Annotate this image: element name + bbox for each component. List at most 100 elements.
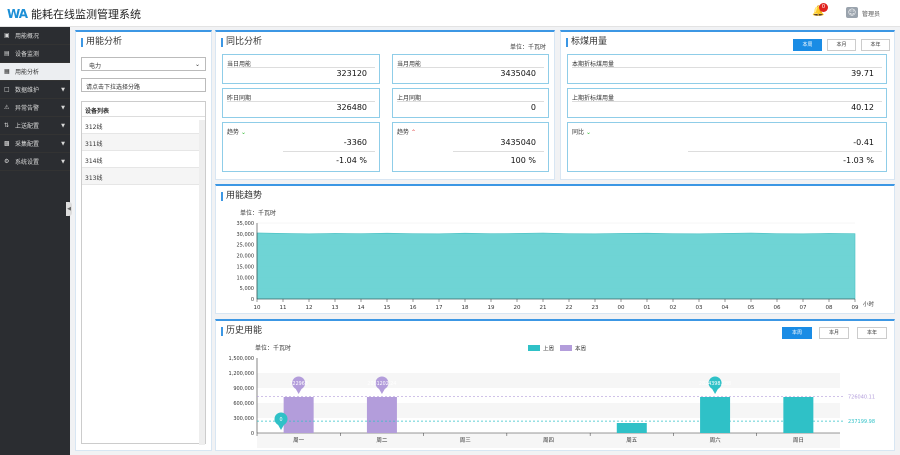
pin-marker bbox=[375, 376, 389, 390]
y-tick-label: 5,000 bbox=[240, 286, 254, 292]
bar-this-week bbox=[366, 397, 397, 433]
x-tick-label: 周二 bbox=[376, 437, 388, 444]
box-label: 当月用能 bbox=[397, 61, 422, 68]
sidebar-collapse-handle[interactable]: ◀ bbox=[66, 202, 72, 216]
sidebar-item-data-maintenance[interactable]: □ 数据维护 ▼ bbox=[0, 81, 70, 99]
sidebar-item-overview[interactable]: ▣ 用能概况 bbox=[0, 27, 70, 45]
y-tick-label: 25,000 bbox=[237, 243, 255, 249]
caret-down-icon: ▼ bbox=[61, 104, 65, 111]
list-item[interactable]: 311线 bbox=[82, 134, 205, 151]
bar-last-week bbox=[783, 397, 814, 433]
x-tick-label: 21 bbox=[540, 305, 547, 311]
box-label: 当日用能 bbox=[227, 61, 252, 68]
month-trend-box: 趋势 ⌃ 3435040 100 % bbox=[392, 122, 549, 172]
caret-down-icon: ▼ bbox=[61, 86, 65, 93]
gear-icon: ⚙ bbox=[4, 157, 10, 165]
sidebar-item-label: 系统设置 bbox=[15, 159, 40, 166]
pin-label: 0 bbox=[279, 417, 282, 423]
sidebar-item-energy-analysis[interactable]: ▦ 用能分析 bbox=[0, 63, 70, 81]
week-button[interactable]: 本周 bbox=[782, 327, 812, 339]
x-tick-label: 22 bbox=[566, 305, 573, 311]
branch-search-input[interactable]: 请点击下拉选择分路 bbox=[81, 78, 206, 92]
x-tick-label: 03 bbox=[696, 305, 703, 311]
month-button[interactable]: 本月 bbox=[819, 327, 849, 339]
sidebar-item-system-settings[interactable]: ⚙ 系统设置 ▼ bbox=[0, 153, 70, 171]
device-list-header: 设备列表 bbox=[82, 102, 205, 117]
box-label: 上期折标煤用量 bbox=[572, 95, 615, 102]
x-tick-label: 13 bbox=[332, 305, 339, 311]
app-logo: WA 能耗在线监测管理系统 bbox=[7, 6, 141, 21]
user-avatar-icon[interactable]: ☺ bbox=[846, 7, 858, 18]
legend-label: 本周 bbox=[575, 345, 586, 353]
box-label: 趋势 ⌃ bbox=[397, 127, 416, 136]
box-label: 同比 ⌄ bbox=[572, 127, 591, 136]
sidebar-item-label: 上送配置 bbox=[15, 123, 40, 130]
sidebar-item-label: 用能概况 bbox=[15, 33, 40, 40]
sidebar-item-device-monitor[interactable]: ▤ 设备监测 bbox=[0, 45, 70, 63]
year-button[interactable]: 本年 bbox=[861, 39, 890, 51]
x-tick-label: 周五 bbox=[626, 437, 638, 444]
panel-title: 标煤用量 bbox=[566, 38, 607, 47]
list-item[interactable]: 313线 bbox=[82, 168, 205, 185]
x-tick-label: 周日 bbox=[793, 437, 804, 444]
energy-type-select[interactable]: 电力 ⌄ bbox=[81, 57, 206, 71]
trend-down-icon: ⌄ bbox=[240, 129, 246, 136]
x-tick-label: 07 bbox=[800, 305, 807, 311]
caret-down-icon: ▼ bbox=[61, 122, 65, 129]
panel-title: 用能分析 bbox=[81, 38, 122, 47]
y-tick-label: 0 bbox=[251, 431, 254, 437]
box-value: 0 bbox=[530, 103, 536, 112]
sidebar-item-label: 数据维护 bbox=[15, 87, 40, 94]
x-tick-label: 12 bbox=[306, 305, 313, 311]
screen-icon: ▤ bbox=[4, 49, 10, 57]
grid-icon: ▦ bbox=[4, 67, 10, 75]
year-button[interactable]: 本年 bbox=[857, 327, 887, 339]
trend-up-icon: ⌃ bbox=[410, 129, 416, 136]
week-button[interactable]: 本周 bbox=[793, 39, 822, 51]
bar-this-week bbox=[283, 397, 314, 433]
month-button[interactable]: 本月 bbox=[827, 39, 856, 51]
bar-last-week bbox=[700, 397, 731, 433]
chevron-down-icon: ⌄ bbox=[194, 61, 200, 68]
printer-icon: ▩ bbox=[4, 139, 10, 147]
sidebar-item-label: 采集配置 bbox=[15, 141, 40, 148]
box-label: 上月同期 bbox=[397, 95, 422, 102]
box-value: 40.12 bbox=[851, 103, 874, 112]
caret-down-icon: ▼ bbox=[61, 158, 65, 165]
sidebar-item-collect-config[interactable]: ▩ 采集配置 ▼ bbox=[0, 135, 70, 153]
bell-icon[interactable]: 🔔 bbox=[812, 6, 825, 17]
pin-label: 722968 bbox=[289, 381, 307, 387]
legend-swatch bbox=[560, 345, 572, 351]
box-value: 39.71 bbox=[851, 69, 874, 78]
user-name[interactable]: 管理员 bbox=[862, 11, 881, 18]
grid-band bbox=[257, 373, 840, 388]
y-tick-label: 10,000 bbox=[237, 275, 255, 281]
divider bbox=[572, 101, 882, 102]
coal-compare-box: 同比 ⌄ -0.41 -1.03 % bbox=[567, 122, 887, 172]
grid-band bbox=[257, 403, 840, 418]
box-value: 323120 bbox=[336, 69, 367, 78]
x-tick-label: 14 bbox=[358, 305, 365, 311]
x-tick-label: 18 bbox=[462, 305, 469, 311]
area-series bbox=[256, 232, 856, 300]
notification-badge: 0 bbox=[819, 3, 828, 12]
x-tick-label: 05 bbox=[748, 305, 755, 311]
yesterday-box: 昨日同期 326480 bbox=[222, 88, 380, 118]
compare-pct: -1.03 % bbox=[843, 156, 874, 165]
trend-pct: 100 % bbox=[510, 156, 536, 165]
panel-title: 历史用能 bbox=[221, 327, 262, 336]
scrollbar[interactable] bbox=[199, 120, 205, 445]
day-trend-box: 趋势 ⌄ -3360 -1.04 % bbox=[222, 122, 380, 172]
sidebar-item-label: 用能分析 bbox=[15, 69, 40, 76]
y-tick-label: 1,200,000 bbox=[229, 371, 254, 377]
list-item[interactable]: 314线 bbox=[82, 151, 205, 168]
sidebar-item-upload-config[interactable]: ⇅ 上送配置 ▼ bbox=[0, 117, 70, 135]
compare-label: 同比 bbox=[572, 129, 585, 136]
sidebar-item-alarms[interactable]: ⚠ 异常告警 ▼ bbox=[0, 99, 70, 117]
x-tick-label: 23 bbox=[592, 305, 599, 311]
x-tick-label: 04 bbox=[722, 305, 729, 311]
list-item[interactable]: 312线 bbox=[82, 117, 205, 134]
pin-tail bbox=[277, 423, 285, 430]
history-chart: 单位：千瓦时 上周 本周 1,500,000 1,200,000 900,000 600,… bbox=[229, 344, 875, 448]
trend-diff: -3360 bbox=[343, 138, 367, 147]
